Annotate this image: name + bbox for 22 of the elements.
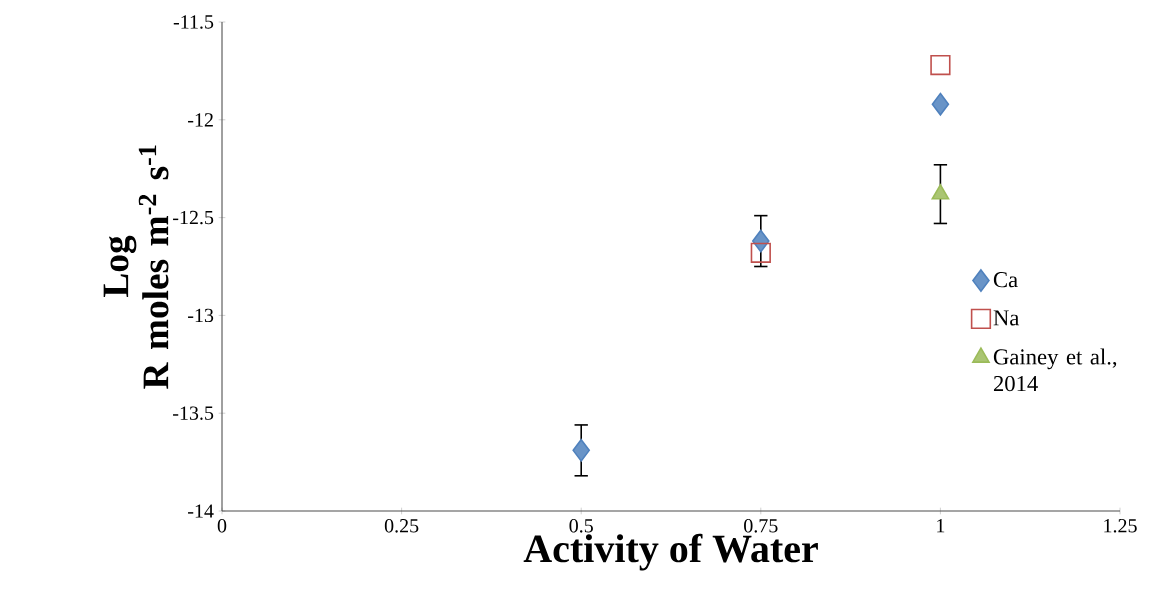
y-tick-label: -11.5	[173, 15, 214, 29]
x-tick-label: 0.25	[384, 519, 419, 533]
point	[930, 54, 951, 76]
x-tick-label: 0.5	[569, 519, 593, 533]
y-axis-title: Log R moles m$^{-2}$ s$^{-1}$	[103, 145, 169, 389]
point	[572, 438, 591, 462]
y-tick-label: -13	[188, 308, 214, 323]
y-tick-label: -13.5	[173, 406, 214, 420]
point	[752, 229, 770, 253]
x-tick-label: 0	[217, 519, 227, 533]
legend-label: Gainey et al., 2014	[993, 348, 1117, 392]
y-tick-label: -14	[188, 504, 214, 518]
legend-label: Na	[993, 310, 1020, 326]
legend-label: Ca	[993, 272, 1018, 288]
x-tick-label: 0.75	[744, 519, 778, 533]
y-tick-label: -12	[188, 113, 213, 127]
y-tick-label: -12.5	[173, 210, 214, 225]
x-tick-label: 1	[937, 519, 945, 533]
x-tick-label: 1.25	[1104, 519, 1137, 533]
point	[931, 92, 950, 116]
x-axis-title: Activity of Water	[523, 533, 818, 571]
point	[750, 242, 771, 263]
